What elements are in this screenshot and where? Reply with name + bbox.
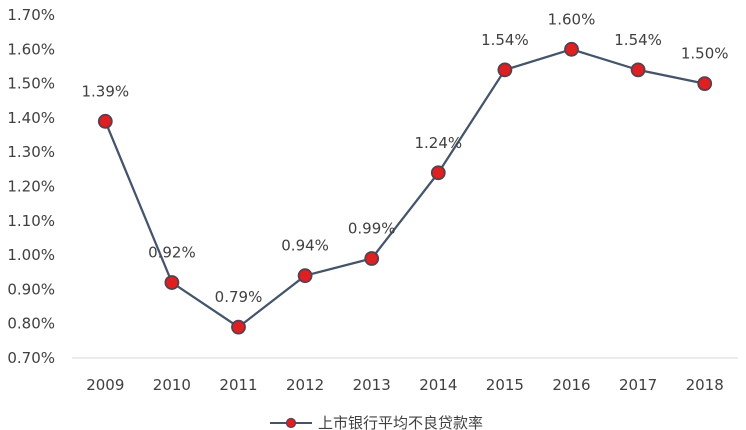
x-tick-label: 2012 <box>286 376 324 394</box>
data-label: 0.92% <box>148 244 196 262</box>
x-tick-label: 2016 <box>552 376 590 394</box>
y-axis-ticks: 0.70% 0.80% 0.90% 1.00% 1.10% 1.20% 1.30% 1.40%… <box>7 6 55 367</box>
data-label: 1.54% <box>481 31 529 49</box>
y-tick-label: 0.70% <box>7 349 55 367</box>
x-tick-label: 2013 <box>353 376 391 394</box>
legend-label: 上市银行平均不良贷款率 <box>318 414 483 430</box>
x-axis-ticks: 2009 2010 2011 2012 2013 2014 2015 2016 2017 2018 <box>86 376 724 394</box>
x-tick-label: 2010 <box>153 376 191 394</box>
x-tick-label: 2018 <box>686 376 724 394</box>
data-point <box>497 62 513 78</box>
data-label: 1.24% <box>414 134 462 152</box>
y-tick-label: 1.60% <box>7 40 55 58</box>
data-point <box>630 62 646 78</box>
legend: 上市银行平均不良贷款率 <box>270 414 483 430</box>
data-point <box>564 41 579 57</box>
y-tick-label: 0.90% <box>7 280 55 298</box>
x-tick-label: 2009 <box>86 376 124 394</box>
data-point <box>164 275 180 290</box>
data-label: 1.54% <box>614 31 662 49</box>
data-point <box>364 251 380 266</box>
data-point <box>97 113 113 129</box>
x-tick-label: 2017 <box>619 376 657 394</box>
y-tick-label: 1.30% <box>7 143 55 161</box>
data-label: 0.79% <box>215 288 263 306</box>
y-tick-label: 1.50% <box>7 75 55 93</box>
y-tick-label: 1.00% <box>7 246 55 264</box>
data-labels: 1.39% 0.92% 0.79% 0.94% 0.99% 1.24% 1.54% 1.60%… <box>81 10 728 306</box>
data-label: 1.60% <box>548 10 596 28</box>
series-line <box>104 48 705 329</box>
data-point <box>697 76 713 91</box>
y-tick-label: 1.70% <box>7 6 55 24</box>
data-point <box>231 319 246 335</box>
data-point <box>430 165 446 181</box>
legend-marker-swatch <box>285 417 297 429</box>
data-label: 0.99% <box>348 220 396 238</box>
y-tick-label: 1.20% <box>7 178 55 196</box>
data-label: 1.39% <box>81 82 129 100</box>
data-label: 0.94% <box>281 237 329 255</box>
series-markers <box>97 41 713 335</box>
x-tick-label: 2015 <box>486 376 524 394</box>
data-label: 1.50% <box>681 45 729 63</box>
data-point <box>297 268 313 284</box>
y-tick-label: 1.10% <box>7 212 55 230</box>
x-tick-label: 2011 <box>219 376 257 394</box>
x-tick-label: 2014 <box>419 376 457 394</box>
y-tick-label: 0.80% <box>7 315 55 333</box>
y-tick-label: 1.40% <box>7 109 55 127</box>
